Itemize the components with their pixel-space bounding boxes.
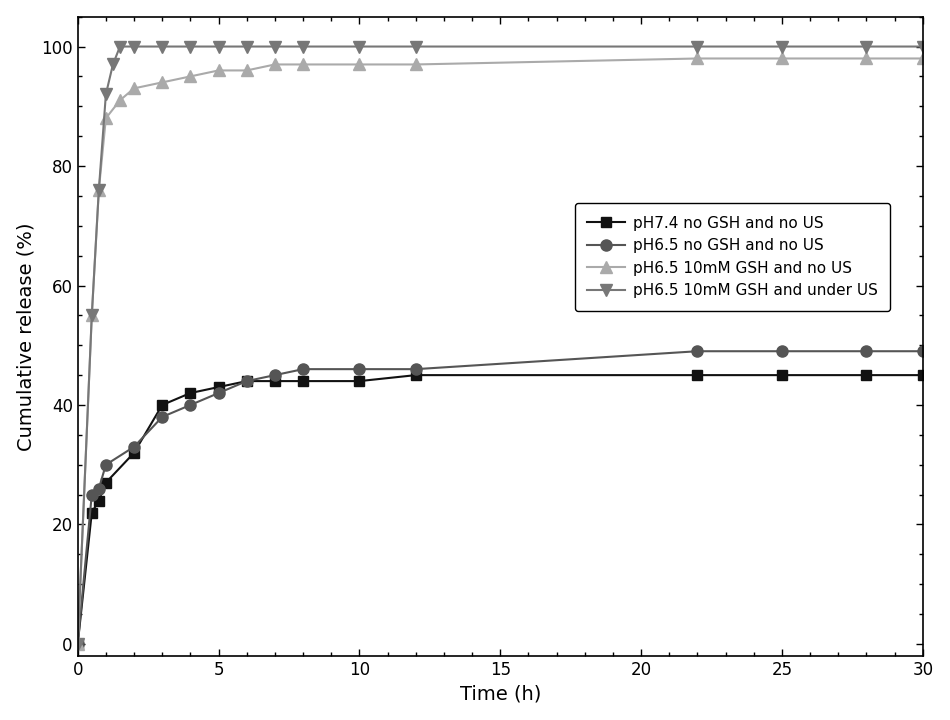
pH7.4 no GSH and no US: [213, 383, 224, 392]
pH7.4 no GSH and no US: [184, 389, 196, 397]
pH6.5 10mM GSH and no US: [917, 54, 928, 63]
pH6.5 10mM GSH and no US: [93, 186, 104, 194]
pH6.5 10mM GSH and no US: [269, 60, 280, 69]
pH6.5 10mM GSH and under US: [353, 42, 365, 51]
pH6.5 no GSH and no US: [776, 347, 788, 356]
pH6.5 10mM GSH and under US: [100, 90, 111, 99]
pH6.5 no GSH and no US: [917, 347, 928, 356]
pH7.4 no GSH and no US: [86, 508, 98, 517]
pH6.5 10mM GSH and under US: [107, 60, 119, 69]
pH7.4 no GSH and no US: [353, 377, 365, 385]
pH6.5 10mM GSH and no US: [72, 639, 84, 648]
pH7.4 no GSH and no US: [100, 478, 111, 487]
Legend: pH7.4 no GSH and no US, pH6.5 no GSH and no US, pH6.5 10mM GSH and no US, pH6.5 : pH7.4 no GSH and no US, pH6.5 no GSH and…: [575, 203, 890, 310]
pH7.4 no GSH and no US: [72, 639, 84, 648]
pH6.5 no GSH and no US: [861, 347, 872, 356]
pH6.5 10mM GSH and no US: [114, 96, 125, 104]
pH6.5 10mM GSH and under US: [410, 42, 422, 51]
pH6.5 10mM GSH and no US: [86, 311, 98, 320]
pH6.5 10mM GSH and under US: [269, 42, 280, 51]
pH6.5 10mM GSH and no US: [353, 60, 365, 69]
pH7.4 no GSH and no US: [241, 377, 253, 385]
pH6.5 10mM GSH and under US: [86, 311, 98, 320]
Line: pH6.5 10mM GSH and under US: pH6.5 10mM GSH and under US: [72, 41, 928, 649]
pH6.5 no GSH and no US: [269, 371, 280, 379]
pH7.4 no GSH and no US: [128, 449, 140, 457]
pH6.5 10mM GSH and under US: [93, 186, 104, 194]
pH6.5 no GSH and no US: [241, 377, 253, 385]
pH6.5 10mM GSH and under US: [72, 639, 84, 648]
pH6.5 10mM GSH and no US: [184, 72, 196, 81]
pH6.5 10mM GSH and no US: [297, 60, 309, 69]
pH6.5 no GSH and no US: [410, 365, 422, 374]
pH6.5 no GSH and no US: [72, 639, 84, 648]
Line: pH6.5 no GSH and no US: pH6.5 no GSH and no US: [72, 346, 928, 649]
pH6.5 10mM GSH and no US: [128, 84, 140, 93]
Line: pH6.5 10mM GSH and no US: pH6.5 10mM GSH and no US: [72, 53, 928, 649]
pH6.5 10mM GSH and no US: [100, 114, 111, 122]
pH7.4 no GSH and no US: [410, 371, 422, 379]
pH6.5 10mM GSH and under US: [861, 42, 872, 51]
pH7.4 no GSH and no US: [297, 377, 309, 385]
pH6.5 no GSH and no US: [184, 400, 196, 409]
pH6.5 no GSH and no US: [213, 389, 224, 397]
pH7.4 no GSH and no US: [861, 371, 872, 379]
pH7.4 no GSH and no US: [93, 496, 104, 505]
pH6.5 10mM GSH and under US: [297, 42, 309, 51]
pH6.5 no GSH and no US: [86, 490, 98, 499]
pH6.5 10mM GSH and under US: [114, 42, 125, 51]
pH6.5 no GSH and no US: [128, 443, 140, 451]
pH6.5 10mM GSH and under US: [157, 42, 168, 51]
pH6.5 10mM GSH and no US: [776, 54, 788, 63]
pH6.5 10mM GSH and under US: [917, 42, 928, 51]
pH7.4 no GSH and no US: [776, 371, 788, 379]
pH7.4 no GSH and no US: [917, 371, 928, 379]
pH7.4 no GSH and no US: [157, 400, 168, 409]
pH6.5 10mM GSH and under US: [128, 42, 140, 51]
pH6.5 10mM GSH and under US: [241, 42, 253, 51]
pH6.5 10mM GSH and under US: [692, 42, 703, 51]
pH6.5 no GSH and no US: [93, 485, 104, 493]
pH7.4 no GSH and no US: [269, 377, 280, 385]
Y-axis label: Cumulative release (%): Cumulative release (%): [17, 222, 36, 451]
pH6.5 10mM GSH and no US: [213, 66, 224, 75]
pH6.5 10mM GSH and no US: [410, 60, 422, 69]
pH6.5 10mM GSH and no US: [241, 66, 253, 75]
pH6.5 no GSH and no US: [692, 347, 703, 356]
pH6.5 10mM GSH and no US: [692, 54, 703, 63]
pH6.5 10mM GSH and under US: [776, 42, 788, 51]
pH6.5 10mM GSH and under US: [213, 42, 224, 51]
Line: pH7.4 no GSH and no US: pH7.4 no GSH and no US: [73, 370, 927, 649]
pH6.5 no GSH and no US: [297, 365, 309, 374]
pH6.5 10mM GSH and under US: [184, 42, 196, 51]
pH6.5 10mM GSH and no US: [861, 54, 872, 63]
pH7.4 no GSH and no US: [692, 371, 703, 379]
pH6.5 no GSH and no US: [100, 460, 111, 469]
pH6.5 10mM GSH and no US: [157, 78, 168, 86]
pH6.5 no GSH and no US: [157, 413, 168, 421]
pH6.5 no GSH and no US: [353, 365, 365, 374]
X-axis label: Time (h): Time (h): [460, 684, 541, 703]
